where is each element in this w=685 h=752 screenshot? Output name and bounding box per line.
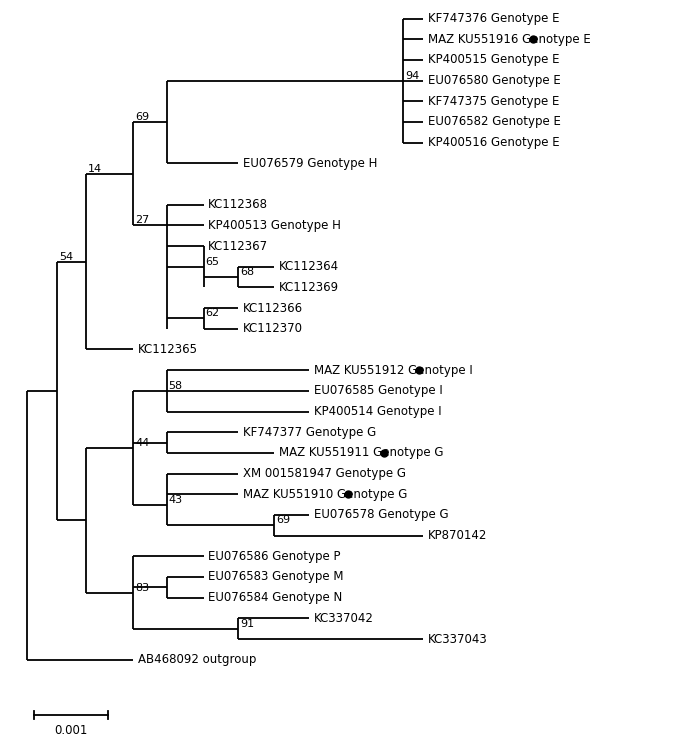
Text: KC337043: KC337043 — [427, 632, 488, 645]
Text: 14: 14 — [88, 164, 102, 174]
Text: MAZ KU551911 Genotype G: MAZ KU551911 Genotype G — [279, 447, 443, 459]
Text: KP400513 Genotype H: KP400513 Genotype H — [208, 219, 341, 232]
Text: 43: 43 — [169, 495, 183, 505]
Text: KF747376 Genotype E: KF747376 Genotype E — [427, 12, 559, 25]
Text: 83: 83 — [135, 583, 149, 593]
Text: KP870142: KP870142 — [427, 529, 487, 542]
Text: EU076586 Genotype P: EU076586 Genotype P — [208, 550, 340, 562]
Text: 62: 62 — [206, 308, 220, 318]
Text: KC112370: KC112370 — [243, 323, 303, 335]
Text: 54: 54 — [59, 252, 73, 262]
Text: KC112369: KC112369 — [279, 281, 339, 294]
Text: EU076578 Genotype G: EU076578 Genotype G — [314, 508, 448, 521]
Text: KC112364: KC112364 — [279, 260, 339, 273]
Text: 58: 58 — [169, 381, 183, 391]
Text: 44: 44 — [135, 438, 149, 447]
Text: 65: 65 — [206, 256, 220, 267]
Text: KC112365: KC112365 — [138, 343, 198, 356]
Text: EU076583 Genotype M: EU076583 Genotype M — [208, 571, 344, 584]
Text: EU076585 Genotype I: EU076585 Genotype I — [314, 384, 443, 397]
Text: KC112368: KC112368 — [208, 199, 269, 211]
Text: KP400515 Genotype E: KP400515 Genotype E — [427, 53, 559, 66]
Text: 69: 69 — [276, 515, 290, 526]
Text: KP400516 Genotype E: KP400516 Genotype E — [427, 136, 560, 149]
Text: KF747377 Genotype G: KF747377 Genotype G — [243, 426, 376, 438]
Text: XM 001581947 Genotype G: XM 001581947 Genotype G — [243, 467, 406, 480]
Text: KF747375 Genotype E: KF747375 Genotype E — [427, 95, 559, 108]
Text: EU076584 Genotype N: EU076584 Genotype N — [208, 591, 342, 604]
Text: 94: 94 — [405, 71, 419, 80]
Text: 27: 27 — [135, 215, 149, 226]
Text: EU076580 Genotype E: EU076580 Genotype E — [427, 74, 560, 87]
Text: MAZ KU551912 Genotype I: MAZ KU551912 Genotype I — [314, 364, 473, 377]
Text: EU076579 Genotype H: EU076579 Genotype H — [243, 157, 377, 170]
Text: KC112367: KC112367 — [208, 240, 269, 253]
Text: KC112366: KC112366 — [243, 302, 303, 314]
Text: KC337042: KC337042 — [314, 612, 373, 625]
Text: AB468092 outgroup: AB468092 outgroup — [138, 653, 256, 666]
Text: 0.001: 0.001 — [54, 724, 87, 737]
Text: KP400514 Genotype I: KP400514 Genotype I — [314, 405, 441, 418]
Text: EU076582 Genotype E: EU076582 Genotype E — [427, 116, 560, 129]
Text: 69: 69 — [135, 112, 149, 122]
Text: 91: 91 — [240, 619, 255, 629]
Text: MAZ KU551910 Genotype G: MAZ KU551910 Genotype G — [243, 488, 408, 501]
Text: MAZ KU551916 Genotype E: MAZ KU551916 Genotype E — [427, 33, 590, 46]
Text: 68: 68 — [240, 267, 255, 277]
